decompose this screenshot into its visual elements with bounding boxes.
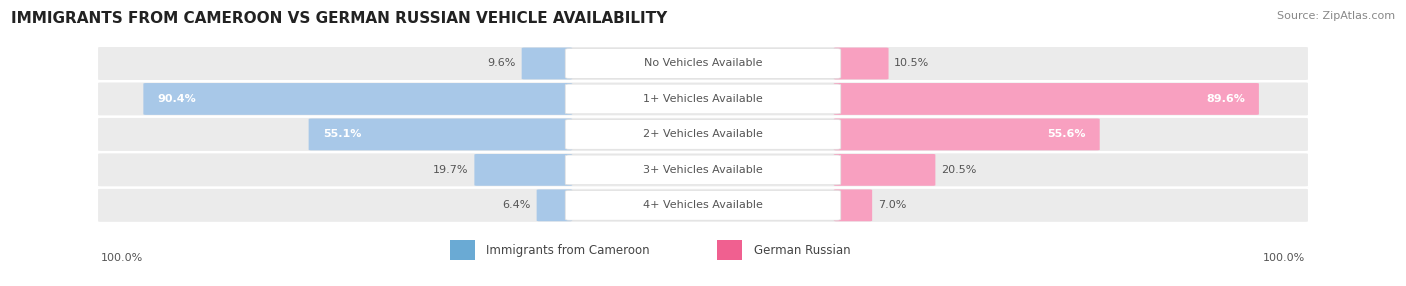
Text: 19.7%: 19.7% (433, 165, 468, 175)
FancyBboxPatch shape (565, 190, 841, 220)
FancyBboxPatch shape (522, 47, 572, 80)
Text: 100.0%: 100.0% (1263, 253, 1305, 263)
FancyBboxPatch shape (565, 84, 841, 114)
FancyBboxPatch shape (537, 189, 572, 221)
Text: German Russian: German Russian (754, 244, 851, 257)
Text: 10.5%: 10.5% (894, 59, 929, 68)
FancyBboxPatch shape (834, 47, 889, 80)
Text: 20.5%: 20.5% (941, 165, 976, 175)
Text: IMMIGRANTS FROM CAMEROON VS GERMAN RUSSIAN VEHICLE AVAILABILITY: IMMIGRANTS FROM CAMEROON VS GERMAN RUSSI… (11, 11, 668, 26)
Text: 90.4%: 90.4% (157, 94, 197, 104)
FancyBboxPatch shape (565, 155, 841, 185)
Text: 7.0%: 7.0% (877, 200, 905, 210)
Text: 89.6%: 89.6% (1206, 94, 1244, 104)
Text: 55.6%: 55.6% (1047, 130, 1085, 139)
FancyBboxPatch shape (834, 154, 935, 186)
FancyBboxPatch shape (565, 120, 841, 149)
FancyBboxPatch shape (143, 83, 572, 115)
Text: 2+ Vehicles Available: 2+ Vehicles Available (643, 130, 763, 139)
Text: 1+ Vehicles Available: 1+ Vehicles Available (643, 94, 763, 104)
FancyBboxPatch shape (834, 118, 1099, 150)
FancyBboxPatch shape (309, 118, 572, 150)
Text: Source: ZipAtlas.com: Source: ZipAtlas.com (1277, 11, 1395, 21)
FancyBboxPatch shape (97, 117, 1309, 152)
Text: 4+ Vehicles Available: 4+ Vehicles Available (643, 200, 763, 210)
Text: 55.1%: 55.1% (323, 130, 361, 139)
FancyBboxPatch shape (97, 82, 1309, 116)
FancyBboxPatch shape (834, 189, 872, 221)
FancyBboxPatch shape (97, 152, 1309, 187)
Text: 6.4%: 6.4% (503, 200, 531, 210)
Text: 3+ Vehicles Available: 3+ Vehicles Available (643, 165, 763, 175)
FancyBboxPatch shape (474, 154, 572, 186)
Text: 9.6%: 9.6% (488, 59, 516, 68)
FancyBboxPatch shape (565, 49, 841, 78)
FancyBboxPatch shape (97, 188, 1309, 223)
FancyBboxPatch shape (450, 240, 475, 260)
FancyBboxPatch shape (717, 240, 742, 260)
FancyBboxPatch shape (834, 83, 1258, 115)
Text: 100.0%: 100.0% (101, 253, 143, 263)
Text: Immigrants from Cameroon: Immigrants from Cameroon (486, 244, 650, 257)
Text: No Vehicles Available: No Vehicles Available (644, 59, 762, 68)
FancyBboxPatch shape (97, 46, 1309, 81)
